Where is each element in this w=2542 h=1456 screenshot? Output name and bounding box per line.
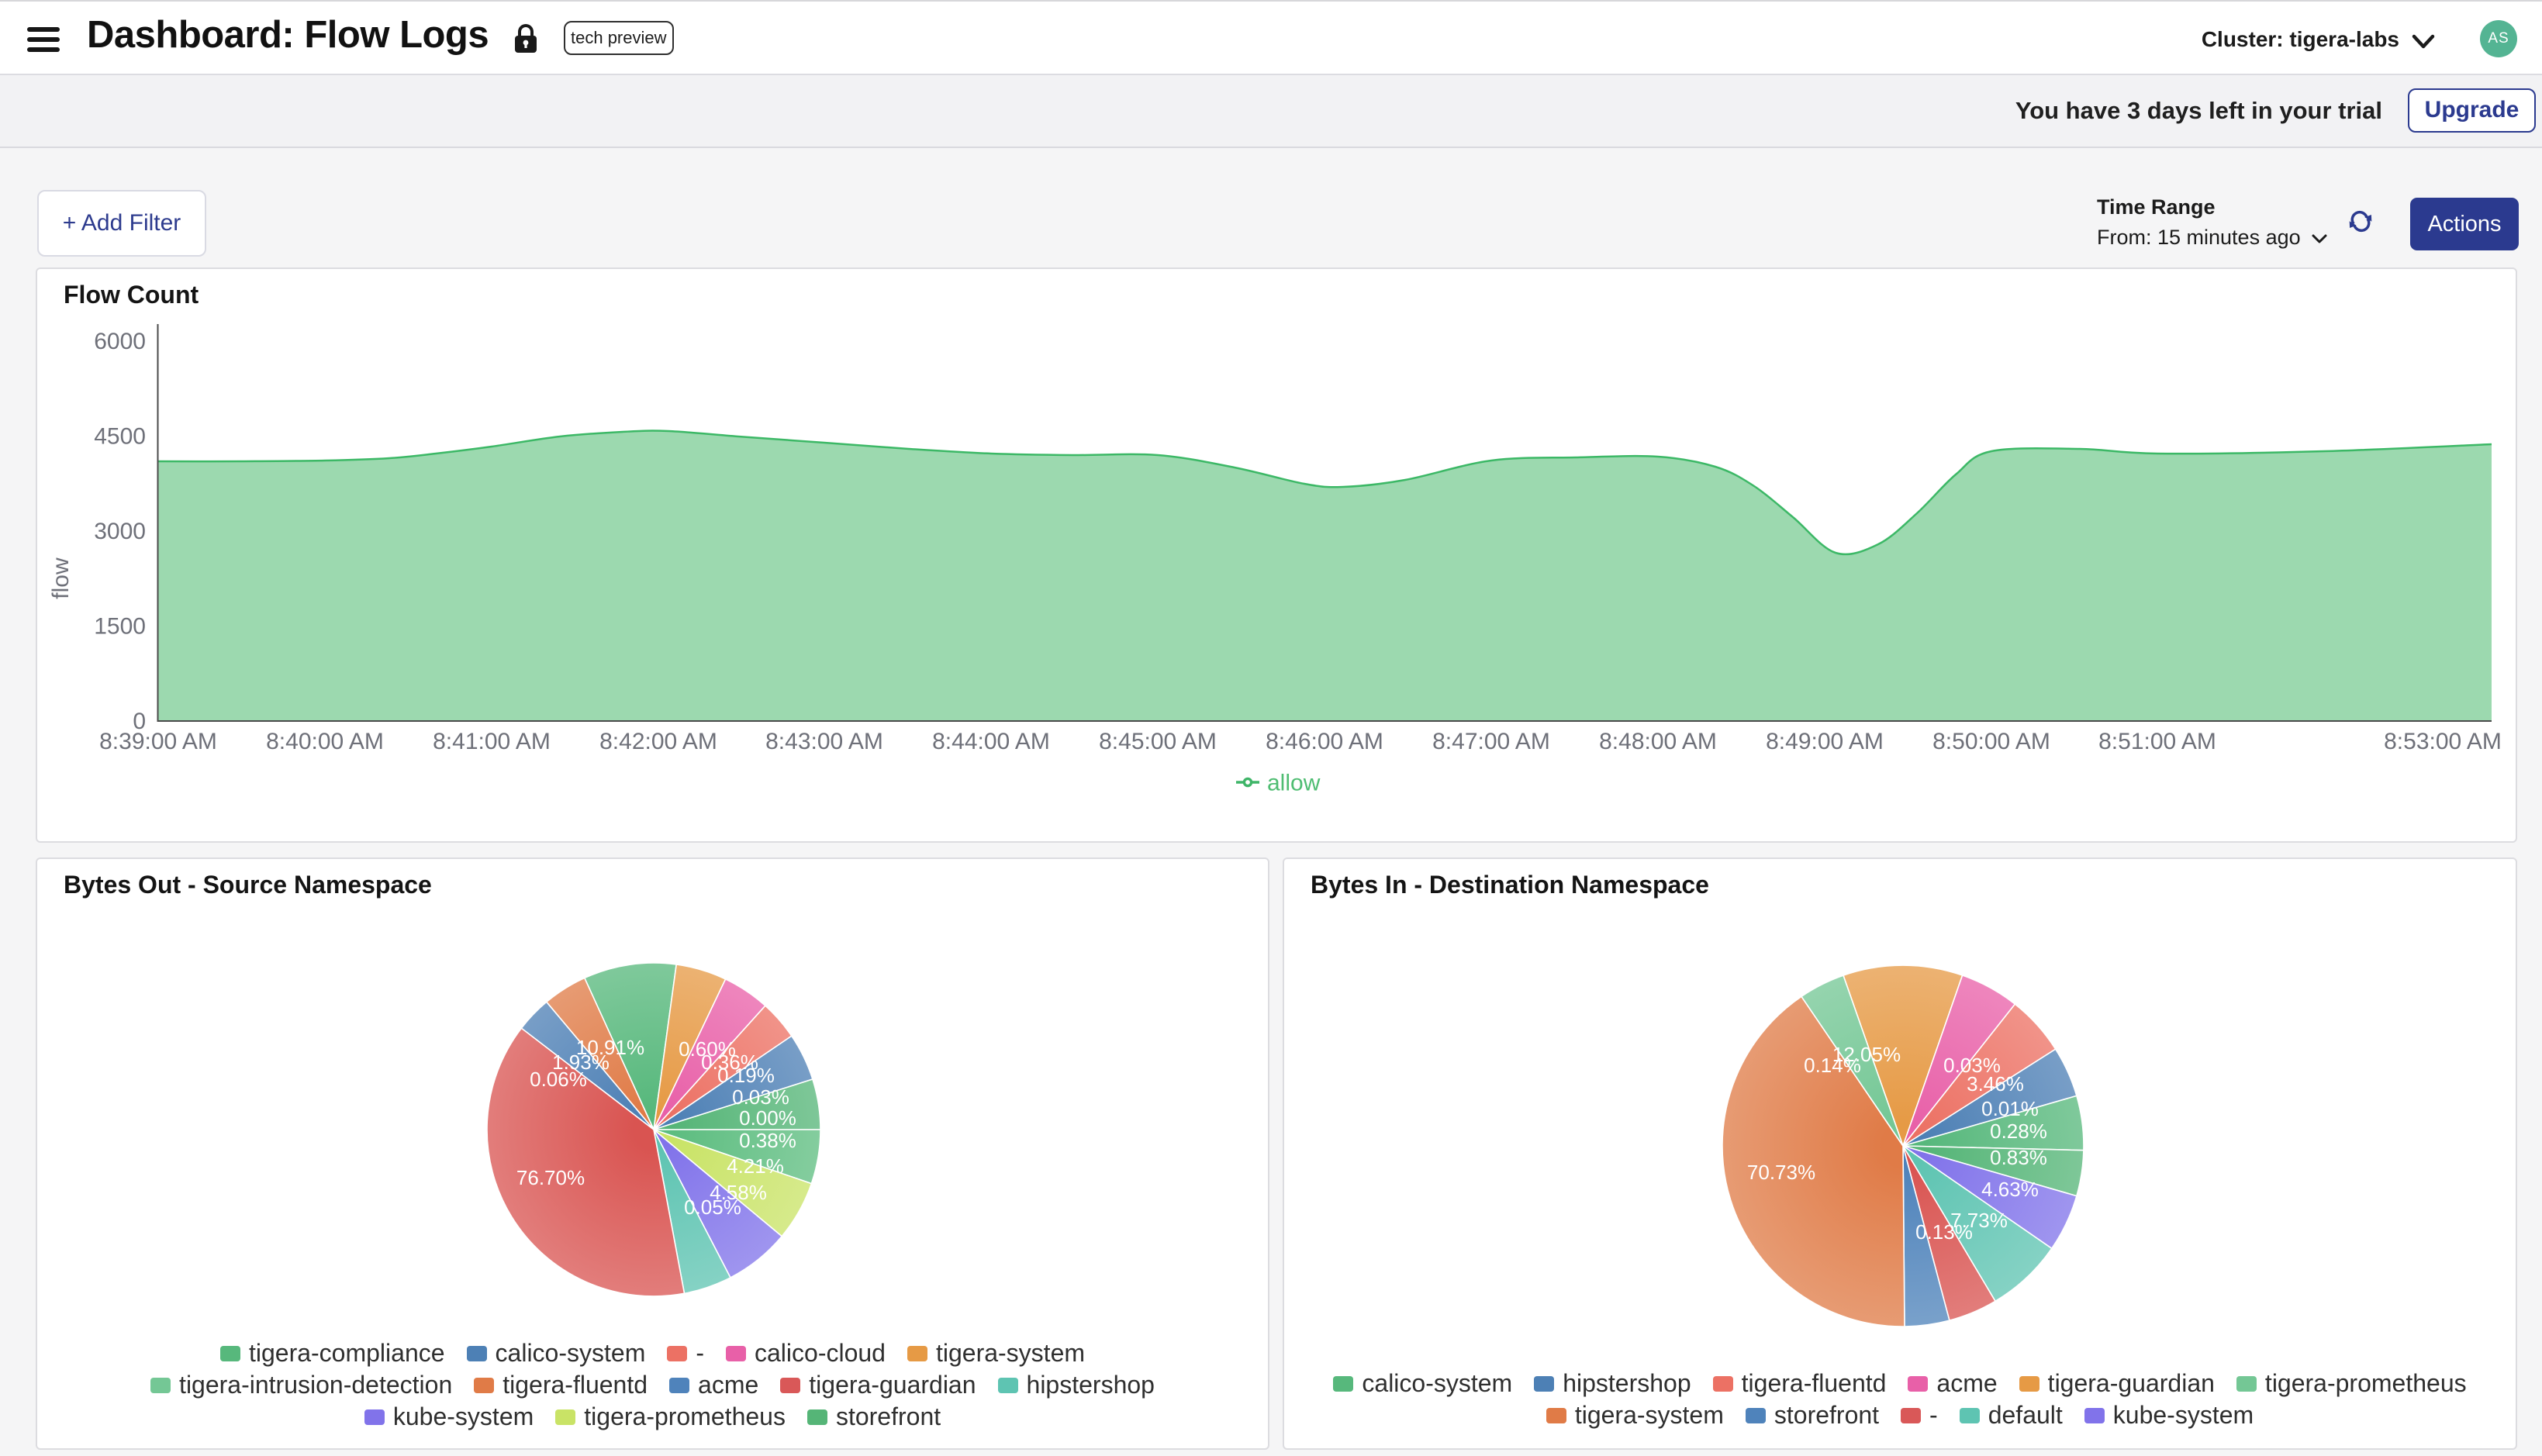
svg-text:0.13%: 0.13% (1915, 1220, 1973, 1244)
svg-text:8:42:00 AM: 8:42:00 AM (599, 729, 717, 754)
svg-text:12.05%: 12.05% (1832, 1043, 1901, 1066)
svg-text:10.91%: 10.91% (576, 1036, 644, 1059)
svg-text:0.19%: 0.19% (717, 1064, 775, 1087)
svg-text:4.63%: 4.63% (1981, 1178, 2039, 1201)
svg-text:flow: flow (48, 557, 74, 599)
svg-text:1.93%: 1.93% (552, 1051, 610, 1074)
svg-text:8:47:00 AM: 8:47:00 AM (1432, 729, 1550, 754)
svg-text:0.14%: 0.14% (1804, 1054, 1861, 1077)
svg-text:0.28%: 0.28% (1990, 1120, 2047, 1143)
svg-text:0: 0 (133, 709, 146, 734)
svg-text:0.00%: 0.00% (739, 1106, 796, 1130)
svg-text:8:43:00 AM: 8:43:00 AM (765, 729, 883, 754)
svg-text:allow: allow (1267, 771, 1321, 796)
svg-text:8:39:00 AM: 8:39:00 AM (99, 729, 217, 754)
svg-text:0.05%: 0.05% (684, 1196, 741, 1219)
svg-text:3.46%: 3.46% (1967, 1072, 2024, 1095)
svg-text:0.06%: 0.06% (530, 1068, 587, 1091)
svg-text:7.73%: 7.73% (1950, 1209, 2008, 1232)
svg-text:76.70%: 76.70% (516, 1166, 585, 1189)
svg-text:8:44:00 AM: 8:44:00 AM (932, 729, 1050, 754)
svg-text:0.03%: 0.03% (1943, 1054, 2001, 1077)
svg-text:8:51:00 AM: 8:51:00 AM (2098, 729, 2216, 754)
svg-text:4.58%: 4.58% (710, 1181, 767, 1204)
svg-text:8:41:00 AM: 8:41:00 AM (433, 729, 551, 754)
svg-text:8:45:00 AM: 8:45:00 AM (1099, 729, 1217, 754)
svg-text:4500: 4500 (94, 424, 146, 450)
svg-text:0.01%: 0.01% (1981, 1097, 2039, 1120)
svg-text:0.60%: 0.60% (679, 1037, 736, 1061)
svg-text:0.36%: 0.36% (701, 1051, 758, 1074)
svg-text:8:53:00 AM: 8:53:00 AM (2384, 729, 2502, 754)
svg-text:0.83%: 0.83% (1990, 1146, 2047, 1169)
svg-text:8:40:00 AM: 8:40:00 AM (266, 729, 384, 754)
svg-text:8:48:00 AM: 8:48:00 AM (1599, 729, 1717, 754)
svg-text:3000: 3000 (94, 519, 146, 544)
svg-text:8:50:00 AM: 8:50:00 AM (1932, 729, 2050, 754)
svg-text:0.38%: 0.38% (739, 1129, 796, 1152)
svg-text:6000: 6000 (94, 329, 146, 354)
svg-text:4.21%: 4.21% (727, 1154, 784, 1178)
svg-text:8:46:00 AM: 8:46:00 AM (1266, 729, 1383, 754)
svg-text:70.73%: 70.73% (1747, 1161, 1815, 1184)
svg-text:0.03%: 0.03% (732, 1085, 789, 1109)
svg-text:1500: 1500 (94, 614, 146, 640)
svg-text:8:49:00 AM: 8:49:00 AM (1766, 729, 1884, 754)
